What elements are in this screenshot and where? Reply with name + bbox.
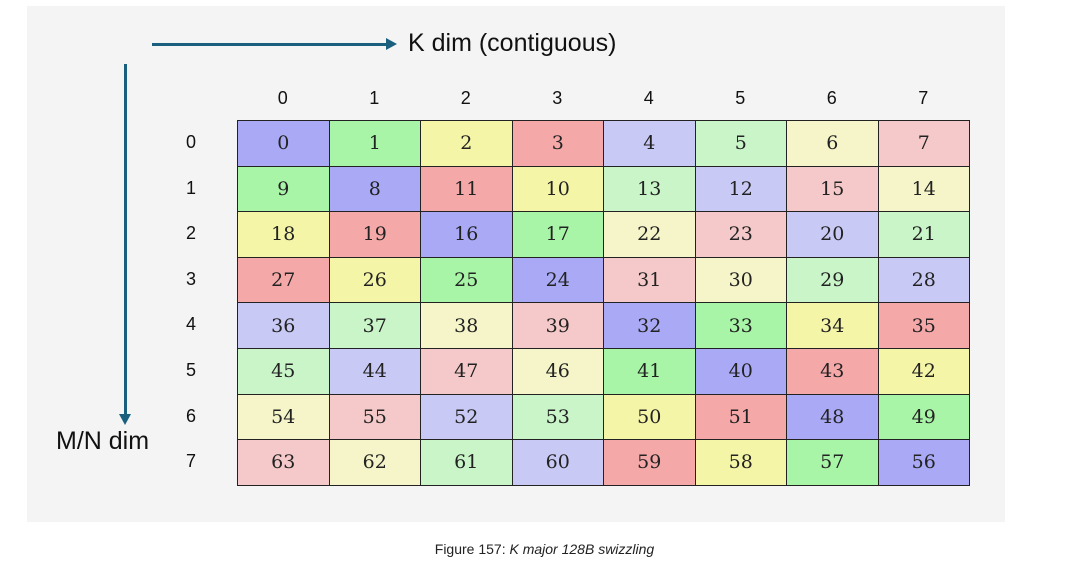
row-header: 1 [185,177,196,198]
grid-cell: 26 [329,257,421,304]
grid-cell: 16 [421,212,513,258]
grid-cell: 53 [512,394,604,441]
row-header: 7 [185,451,196,472]
grid-cell: 6 [787,121,879,167]
grid-cell: 49 [878,394,970,441]
row-header: 2 [185,223,196,244]
grid-cell: 60 [512,440,604,486]
grid-cell: 3 [512,121,604,167]
grid-cell: 59 [604,440,696,486]
grid-cell: 40 [695,348,787,395]
grid-cell: 24 [512,257,604,304]
grid-cell: 22 [604,212,696,258]
grid-cell: 37 [329,303,421,349]
mn-dim-arrowhead-icon [119,414,131,425]
grid-cell: 45 [238,348,330,395]
grid-cell: 38 [421,303,513,349]
k-dim-arrowhead-icon [386,38,397,50]
grid-cell: 39 [512,303,604,349]
grid-cell: 51 [695,394,787,441]
grid-cell: 27 [238,257,330,304]
grid-cell: 8 [329,166,421,213]
grid-cell: 62 [329,440,421,486]
k-dim-label: K dim (contiguous) [408,29,617,57]
row-header: 0 [185,132,196,152]
grid-cell: 23 [695,212,787,258]
grid-cell: 54 [238,394,330,441]
column-header: 4 [643,88,654,108]
grid-cell: 2 [421,121,513,167]
grid-cell: 63 [238,440,330,486]
grid-cell: 52 [421,394,513,441]
grid-cell: 17 [512,212,604,258]
grid-cell: 50 [604,394,696,441]
grid-cell: 55 [329,394,421,441]
grid-cell: 33 [695,303,787,349]
grid-cell: 10 [512,166,604,213]
column-header: 5 [735,88,746,108]
row-header: 6 [185,405,196,426]
grid-cell: 34 [787,303,879,349]
grid-cell: 58 [695,440,787,486]
grid-cell: 35 [878,303,970,349]
column-header: 7 [918,88,929,108]
grid-cell: 7 [878,121,970,167]
column-header: 6 [826,88,837,108]
row-header: 3 [185,268,196,289]
grid-cell: 31 [604,257,696,304]
grid-cell: 18 [238,212,330,258]
grid-cell: 46 [512,348,604,395]
grid-cell: 9 [238,166,330,213]
grid-cell: 21 [878,212,970,258]
grid-cell: 30 [695,257,787,304]
mn-dim-label: M/N dim [56,427,150,455]
grid-cell: 47 [421,348,513,395]
grid-cell: 32 [604,303,696,349]
grid-cell: 36 [238,303,330,349]
grid-cell: 11 [421,166,513,213]
grid-cell: 25 [421,257,513,304]
grid-cell: 41 [604,348,696,395]
row-header: 4 [185,314,196,335]
row-header: 5 [185,360,196,380]
grid-cell: 5 [695,121,787,167]
grid-cell: 1 [329,121,421,167]
column-header: 1 [369,88,380,108]
swizzle-grid: 0 1 2 3 4 5 6 7 9 8 11 10 13 12 15 14 18 19 16 17 22 23 20 21 27… [237,120,970,486]
grid-cell: 4 [604,121,696,167]
column-header: 2 [460,88,471,108]
grid-cell: 42 [878,348,970,395]
grid-cell: 43 [787,348,879,395]
grid-cell: 56 [878,440,970,486]
caption-title: K major 128B swizzling [509,541,655,557]
grid-cell: 15 [787,166,879,213]
k-dim-arrow [152,43,388,46]
grid-cell: 61 [421,440,513,486]
grid-cell: 29 [787,257,879,304]
column-header: 0 [277,88,288,108]
column-header: 3 [552,88,563,108]
grid-cell: 57 [787,440,879,486]
mn-dim-arrow [124,64,127,416]
grid-cell: 44 [329,348,421,395]
figure-caption: Figure 157: K major 128B swizzling [0,541,1089,557]
caption-prefix: Figure 157: [434,541,510,557]
grid-cell: 12 [695,166,787,213]
grid-cell: 20 [787,212,879,258]
grid-cell: 0 [238,121,330,167]
grid-cell: 28 [878,257,970,304]
grid-cell: 14 [878,166,970,213]
grid-cell: 48 [787,394,879,441]
grid-cell: 19 [329,212,421,258]
grid-cell: 13 [604,166,696,213]
